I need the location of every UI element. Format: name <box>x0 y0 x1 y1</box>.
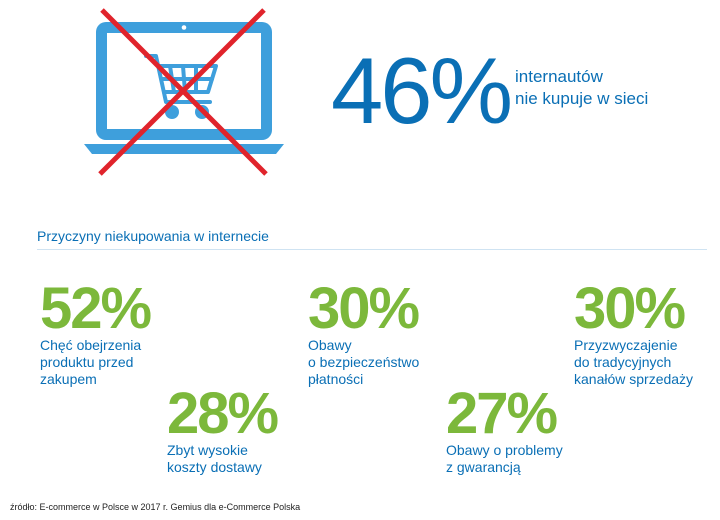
stat-label: Zbyt wysokie koszty dostawy <box>167 442 262 475</box>
section-heading: Przyczyny niekupowania w internecie <box>37 228 269 244</box>
stat-label: Obawy o problemy z gwarancją <box>446 442 563 475</box>
stat-value: 52% <box>40 276 152 341</box>
hero-percent: 46% <box>331 38 513 143</box>
stat-value: 28% <box>167 381 279 446</box>
hero-caption: internautów nie kupuje w sieci <box>515 66 648 110</box>
red-x-cross-icon <box>98 8 268 176</box>
laptop-cart-crossed-icon <box>84 8 284 176</box>
stat-card-4: 28% Zbyt wysokie koszty dostawy <box>167 381 279 476</box>
hero-caption-line-1: internautów <box>515 67 603 86</box>
hero-caption-line-2: nie kupuje w sieci <box>515 89 649 108</box>
stat-label: Obawy o bezpieczeństwo płatności <box>308 337 420 387</box>
section-divider <box>37 249 707 250</box>
stat-card-2: 30% Obawy o bezpieczeństwo płatności <box>308 276 420 388</box>
stat-card-1: 52% Chęć obejrzenia produktu przed zakup… <box>40 276 152 388</box>
stat-value: 27% <box>446 381 558 446</box>
stat-card-5: 27% Obawy o problemy z gwarancją <box>446 381 563 476</box>
stat-label: Chęć obejrzenia produktu przed zakupem <box>40 337 142 387</box>
laptop-camera <box>181 25 187 30</box>
stat-value: 30% <box>574 276 686 341</box>
stat-card-3: 30% Przyzwyczajenie do tradycyjnych kana… <box>574 276 694 388</box>
stat-label: Przyzwyczajenie do tradycyjnych kanałów … <box>574 337 694 387</box>
stat-value: 30% <box>308 276 420 341</box>
source-note: źródło: E-commerce w Polsce w 2017 r. Ge… <box>10 502 301 512</box>
laptop-base <box>84 144 284 154</box>
